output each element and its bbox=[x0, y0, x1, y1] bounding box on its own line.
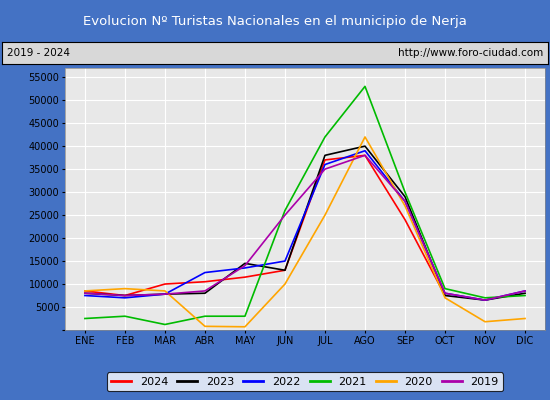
Text: http://www.foro-ciudad.com: http://www.foro-ciudad.com bbox=[398, 48, 543, 58]
Text: 2019 - 2024: 2019 - 2024 bbox=[7, 48, 69, 58]
Text: Evolucion Nº Turistas Nacionales en el municipio de Nerja: Evolucion Nº Turistas Nacionales en el m… bbox=[83, 14, 467, 28]
Legend: 2024, 2023, 2022, 2021, 2020, 2019: 2024, 2023, 2022, 2021, 2020, 2019 bbox=[107, 372, 503, 391]
